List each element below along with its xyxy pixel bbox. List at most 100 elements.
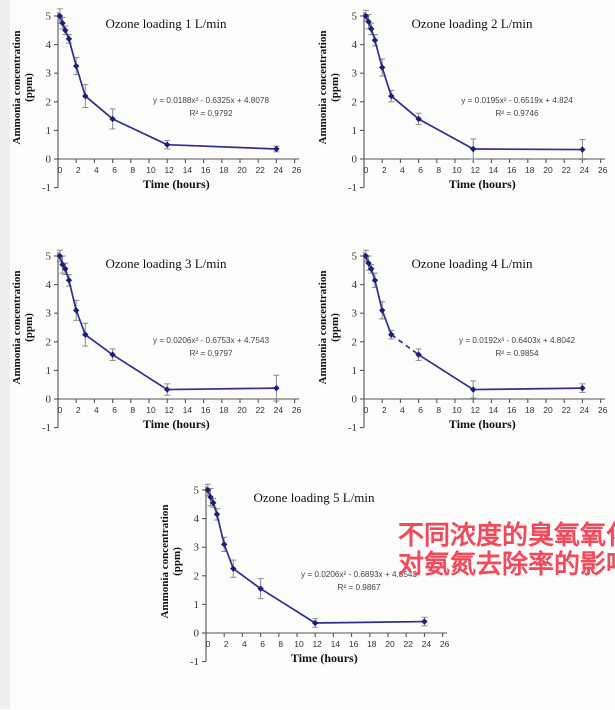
y-axis-label: Ammonia concentration(ppm) <box>11 271 35 385</box>
y-tick-label: 3 <box>194 542 200 554</box>
x-tick-label: 18 <box>219 405 229 415</box>
x-tick-label: 8 <box>436 405 441 415</box>
y-tick-label: 4 <box>46 39 52 51</box>
data-point <box>204 486 212 494</box>
x-tick-label: 26 <box>440 639 450 649</box>
series-line-segment <box>112 353 168 391</box>
x-tick-label: 14 <box>331 639 341 649</box>
x-tick-label: 24 <box>422 639 432 649</box>
x-tick-label: 12 <box>312 639 322 649</box>
data-point <box>362 12 370 20</box>
series-line-segment <box>381 310 393 335</box>
x-tick-label: 6 <box>418 165 423 175</box>
x-tick-label: 6 <box>112 405 117 415</box>
series-line-segment <box>75 310 87 335</box>
data-point <box>109 351 116 358</box>
data-point <box>56 252 64 260</box>
y-axis-label: Ammonia concentration(ppm) <box>159 505 183 619</box>
x-tick-label: 8 <box>278 639 283 649</box>
x-tick-label: 26 <box>292 405 302 415</box>
y-tick-label: 3 <box>352 68 358 80</box>
r-squared-label: R² = 0.9746 <box>495 109 538 118</box>
x-axis-label: Time (hours) <box>449 417 516 431</box>
x-axis-label: Time (hours) <box>449 177 516 191</box>
y-tick-label: 2 <box>194 570 200 582</box>
data-point <box>109 115 116 123</box>
x-tick-label: 24 <box>580 165 590 175</box>
data-point <box>470 386 477 393</box>
y-tick-label: -1 <box>348 422 357 434</box>
chart-ozone-loading-4lmin: 5 4 3 2 1 0 -1 0 2 4 6 8 10 12 14 16 18 20 22 24 26 Ozone loa… <box>314 242 612 476</box>
data-point <box>368 265 375 273</box>
x-tick-label: 12 <box>470 165 480 175</box>
data-point <box>415 115 422 123</box>
y-tick-label: 3 <box>46 308 52 320</box>
x-tick-label: 26 <box>292 165 302 175</box>
r-squared-label: R² = 0.9867 <box>337 583 380 592</box>
series-line-segment <box>374 40 384 68</box>
x-tick-label: 10 <box>452 165 462 175</box>
x-tick-label: 24 <box>580 405 590 415</box>
y-tick-label: 3 <box>46 68 52 80</box>
data-point <box>470 145 477 153</box>
series-line-segment <box>473 387 583 391</box>
y-tick-label: 1 <box>352 125 358 137</box>
y-tick-label: 4 <box>352 279 358 291</box>
y-tick-label: 5 <box>46 11 52 23</box>
x-tick-label: 20 <box>543 165 553 175</box>
x-tick-label: 10 <box>294 639 304 649</box>
x-tick-label: 8 <box>130 405 135 415</box>
x-tick-label: 0 <box>364 165 369 175</box>
series-line-segment <box>315 620 425 624</box>
x-tick-label: 18 <box>525 405 535 415</box>
data-point <box>415 351 422 358</box>
data-point <box>388 92 395 100</box>
x-tick-label: 26 <box>598 405 608 415</box>
x-tick-label: 16 <box>507 165 517 175</box>
x-tick-label: 4 <box>94 405 99 415</box>
data-point <box>388 331 395 338</box>
data-point <box>207 493 214 501</box>
x-tick-label: 16 <box>507 405 517 415</box>
x-tick-label: 8 <box>436 165 441 175</box>
y-tick-label: 0 <box>46 394 52 406</box>
data-point <box>73 62 80 70</box>
data-point <box>273 384 280 392</box>
y-tick-label: 3 <box>352 308 358 320</box>
data-point <box>56 12 64 20</box>
x-tick-label: 20 <box>543 405 553 415</box>
series-line-segment <box>167 143 277 150</box>
x-tick-label: 8 <box>130 165 135 175</box>
chart-title: Ozone loading 3 L/min <box>106 256 227 271</box>
y-tick-label: 2 <box>46 96 52 108</box>
series-line-segment <box>374 280 384 311</box>
x-tick-label: 14 <box>489 165 499 175</box>
x-axis-label: Time (hours) <box>143 417 210 431</box>
data-point <box>379 307 386 314</box>
data-point <box>62 265 69 273</box>
x-tick-label: 22 <box>255 405 265 415</box>
x-tick-label: 22 <box>403 639 413 649</box>
x-tick-label: 6 <box>418 405 423 415</box>
data-point <box>73 307 80 314</box>
x-tick-label: 0 <box>58 405 63 415</box>
y-tick-label: 1 <box>194 599 200 611</box>
series-line-segment <box>418 353 474 391</box>
series-line-segment <box>84 95 114 120</box>
data-point <box>365 259 372 267</box>
series-line-segment <box>232 567 262 590</box>
x-tick-label: 2 <box>224 639 229 649</box>
x-tick-label: 12 <box>164 165 174 175</box>
x-tick-label: 18 <box>525 165 535 175</box>
x-tick-label: 20 <box>237 405 247 415</box>
x-tick-label: 12 <box>164 405 174 415</box>
chart-ozone-loading-3lmin: 5 4 3 2 1 0 -1 0 2 4 6 8 10 12 14 16 18 20 22 24 26 Ozone loa… <box>8 242 306 476</box>
y-tick-label: 0 <box>352 394 358 406</box>
x-tick-label: 18 <box>367 639 377 649</box>
trendline-equation: y = 0.0206x² - 0.6753x + 4.7543 <box>153 336 270 345</box>
series-line-segment <box>381 67 393 97</box>
x-tick-label: 0 <box>364 405 369 415</box>
